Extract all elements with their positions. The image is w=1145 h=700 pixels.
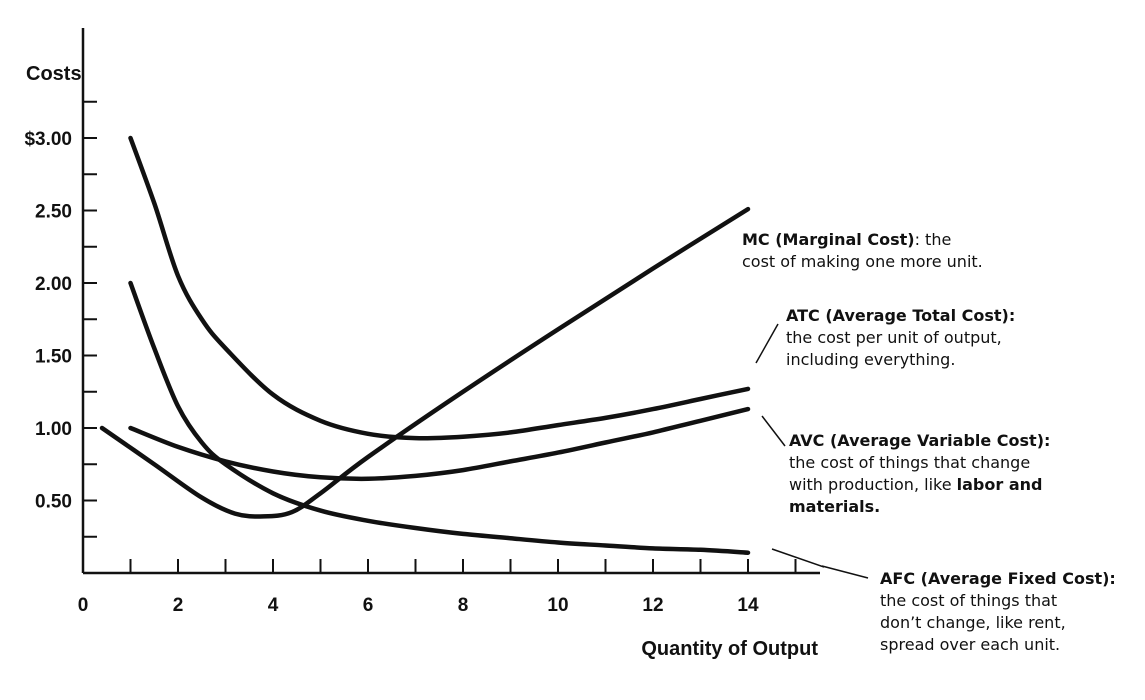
y-tick-label: $3.00 [24,129,72,150]
avc-leader-line [761,415,786,447]
avc-annotation-bold: materials. [789,497,881,516]
avc-annotation-line: with production, like [789,475,957,494]
y-axis-label: Costs [26,63,82,85]
x-axis-label: Quantity of Output [641,638,818,660]
avc-annotation: AVC (Average Variable Cost): the cost of… [789,430,1050,518]
afc-annotation-line: spread over each unit. [880,635,1061,654]
afc-leader-line [771,548,824,568]
cost-curves-chart: 0.50 1.00 1.50 2.00 2.50 $3.00 0 2 4 6 8 10 12 14 Cost… [24,28,824,660]
mc-annotation-title: MC (Marginal Cost) [742,230,915,249]
y-tick-label: 0.50 [35,492,72,513]
mc-annotation: MC (Marginal Cost): the cost of making o… [742,229,983,273]
afc-annotation-line: the cost of things that [880,591,1058,610]
x-tick-label: 10 [547,595,568,616]
y-tick-label: 2.50 [35,202,72,223]
x-tick-label: 6 [363,595,374,616]
y-tick-label: 1.00 [35,419,72,440]
x-tick-label: 14 [737,595,759,616]
avc-annotation-title: AVC (Average Variable Cost): [789,431,1051,450]
x-tick-label: 12 [642,595,663,616]
atc-annotation: ATC (Average Total Cost): the cost per u… [786,305,1015,371]
atc-leader-line [755,323,779,364]
mc-annotation-line: cost of making one more unit. [742,252,983,271]
x-tick-label: 8 [458,595,469,616]
afc-annotation-line: don’t change, like rent, [880,613,1066,632]
y-tick-label: 1.50 [35,347,72,368]
afc-annotation-title: AFC (Average Fixed Cost): [880,569,1116,588]
avc-annotation-bold: labor and [956,475,1043,494]
afc-leader-line-ext [821,565,869,579]
mc-curve [99,206,751,519]
x-tick-label: 0 [78,595,89,616]
atc-annotation-line: including everything. [786,350,956,369]
chart-panel: 0.50 1.00 1.50 2.00 2.50 $3.00 0 2 4 6 8 10 12 14 Cost… [12,12,824,688]
atc-curve [128,135,751,441]
atc-annotation-title: ATC (Average Total Cost): [786,306,1016,325]
mc-annotation-title-suffix: : the [914,230,952,249]
avc-curve [128,406,751,482]
avc-annotation-line: the cost of things that change [789,453,1031,472]
afc-curve [128,280,751,555]
y-tick-label: 2.00 [35,274,72,295]
atc-annotation-line: the cost per unit of output, [786,328,1002,347]
afc-annotation: AFC (Average Fixed Cost): the cost of th… [880,568,1116,656]
x-tick-label: 2 [173,595,184,616]
x-tick-label: 4 [268,595,279,616]
